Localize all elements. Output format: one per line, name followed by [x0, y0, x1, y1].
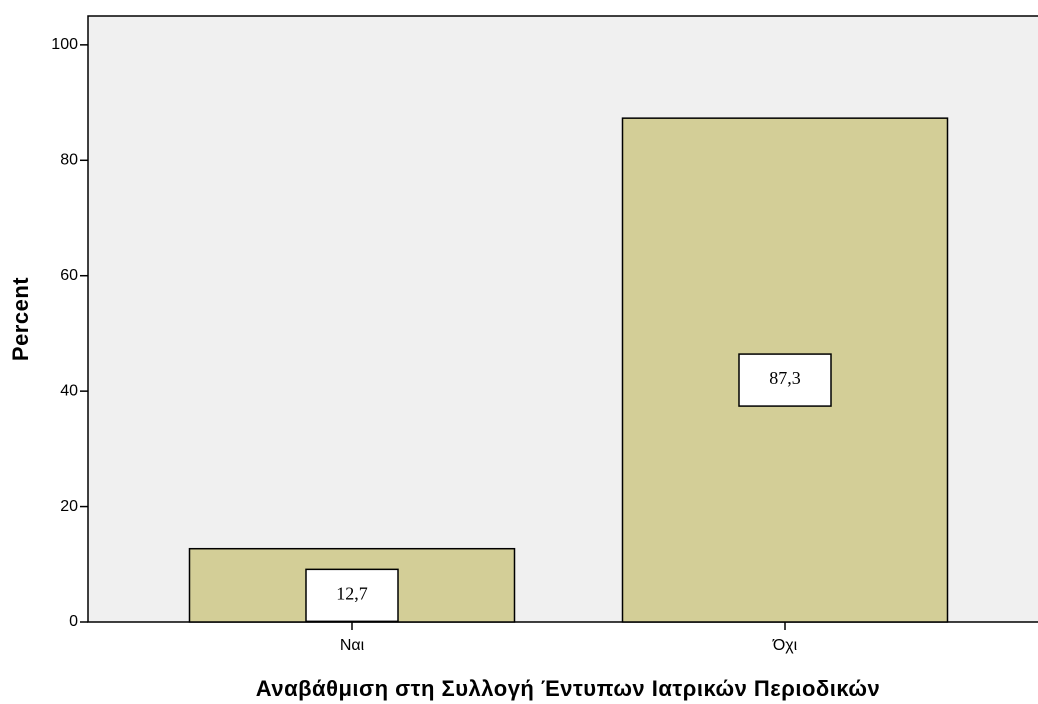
value-label-box [305, 568, 399, 623]
value-label-box [738, 353, 832, 407]
y-tick-label: 40 [60, 382, 78, 399]
y-tick-label: 80 [60, 152, 78, 169]
y-axis-title: Percent [8, 277, 33, 361]
value-label: 12,7 [336, 583, 368, 603]
bar [621, 117, 949, 623]
value-label: 87,3 [769, 368, 801, 388]
y-tick-label: 100 [51, 36, 78, 53]
y-tick-label: 0 [69, 613, 78, 630]
y-tick-label: 20 [60, 498, 78, 515]
x-tick-label: Ναι [340, 637, 365, 654]
x-axis-title: Αναβάθμιση στη Συλλογή Έντυπων Ιατρικών … [256, 676, 880, 701]
x-tick-label: Όχι [772, 637, 798, 654]
y-tick-label: 60 [60, 267, 78, 284]
